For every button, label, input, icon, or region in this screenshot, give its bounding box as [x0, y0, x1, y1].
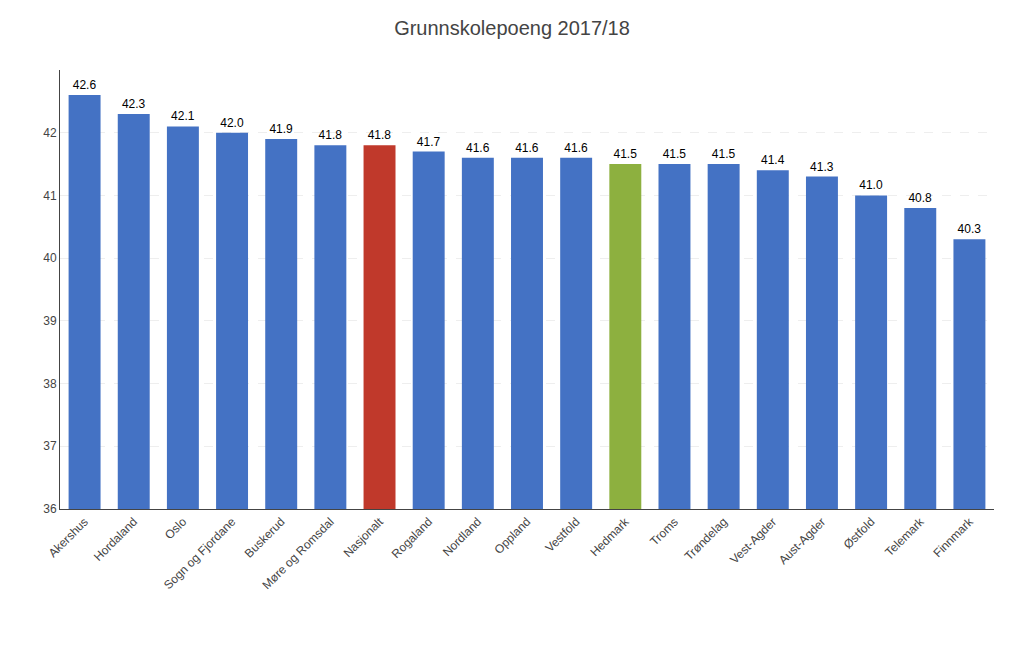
svg-text:41.6: 41.6 — [564, 141, 588, 155]
svg-text:41.6: 41.6 — [515, 141, 539, 155]
svg-text:41.5: 41.5 — [663, 147, 687, 161]
svg-text:Oppland: Oppland — [491, 515, 533, 557]
svg-text:41.7: 41.7 — [417, 135, 441, 149]
svg-text:Vest-Agder: Vest-Agder — [727, 515, 779, 567]
svg-text:38: 38 — [43, 377, 57, 391]
svg-text:Østfold: Østfold — [841, 515, 878, 552]
svg-text:41: 41 — [43, 189, 57, 203]
svg-text:Møre og Romsdal: Møre og Romsdal — [259, 515, 336, 592]
svg-text:41.6: 41.6 — [466, 141, 490, 155]
svg-text:Sogn og Fjordane: Sogn og Fjordane — [161, 515, 239, 593]
svg-text:37: 37 — [43, 439, 57, 453]
svg-text:41.8: 41.8 — [368, 128, 392, 142]
svg-text:Troms: Troms — [647, 515, 681, 549]
svg-text:Vestfold: Vestfold — [542, 515, 582, 555]
svg-text:41.4: 41.4 — [761, 153, 785, 167]
svg-text:Nasjonalt: Nasjonalt — [341, 514, 387, 560]
svg-text:Telemark: Telemark — [882, 514, 927, 559]
svg-text:Finnmark: Finnmark — [931, 514, 977, 560]
svg-text:41.3: 41.3 — [810, 160, 834, 174]
svg-text:Aust-Agder: Aust-Agder — [776, 515, 828, 567]
svg-text:Hordaland: Hordaland — [91, 515, 140, 564]
svg-text:41.5: 41.5 — [613, 147, 637, 161]
svg-text:Buskerud: Buskerud — [242, 515, 288, 561]
svg-text:42.3: 42.3 — [122, 97, 146, 111]
svg-text:39: 39 — [43, 314, 57, 328]
svg-text:41.8: 41.8 — [319, 128, 343, 142]
svg-text:Nordland: Nordland — [440, 515, 484, 559]
svg-text:42: 42 — [43, 126, 57, 140]
svg-text:42.6: 42.6 — [73, 78, 97, 92]
svg-text:40: 40 — [43, 251, 57, 265]
svg-text:42.1: 42.1 — [171, 109, 195, 123]
svg-text:Oslo: Oslo — [162, 515, 190, 543]
svg-text:36: 36 — [43, 502, 57, 516]
svg-text:Trøndelag: Trøndelag — [682, 515, 730, 563]
svg-text:41.0: 41.0 — [859, 178, 883, 192]
svg-text:41.5: 41.5 — [712, 147, 736, 161]
svg-text:40.3: 40.3 — [958, 222, 982, 236]
svg-text:Hedmark: Hedmark — [587, 514, 632, 559]
svg-text:42.0: 42.0 — [220, 116, 244, 130]
svg-text:Akershus: Akershus — [46, 515, 91, 560]
svg-text:41.9: 41.9 — [269, 122, 293, 136]
svg-text:40.8: 40.8 — [908, 191, 932, 205]
svg-text:Grunnskolepoeng 2017/18: Grunnskolepoeng 2017/18 — [394, 17, 630, 39]
svg-text:Rogaland: Rogaland — [389, 515, 435, 561]
